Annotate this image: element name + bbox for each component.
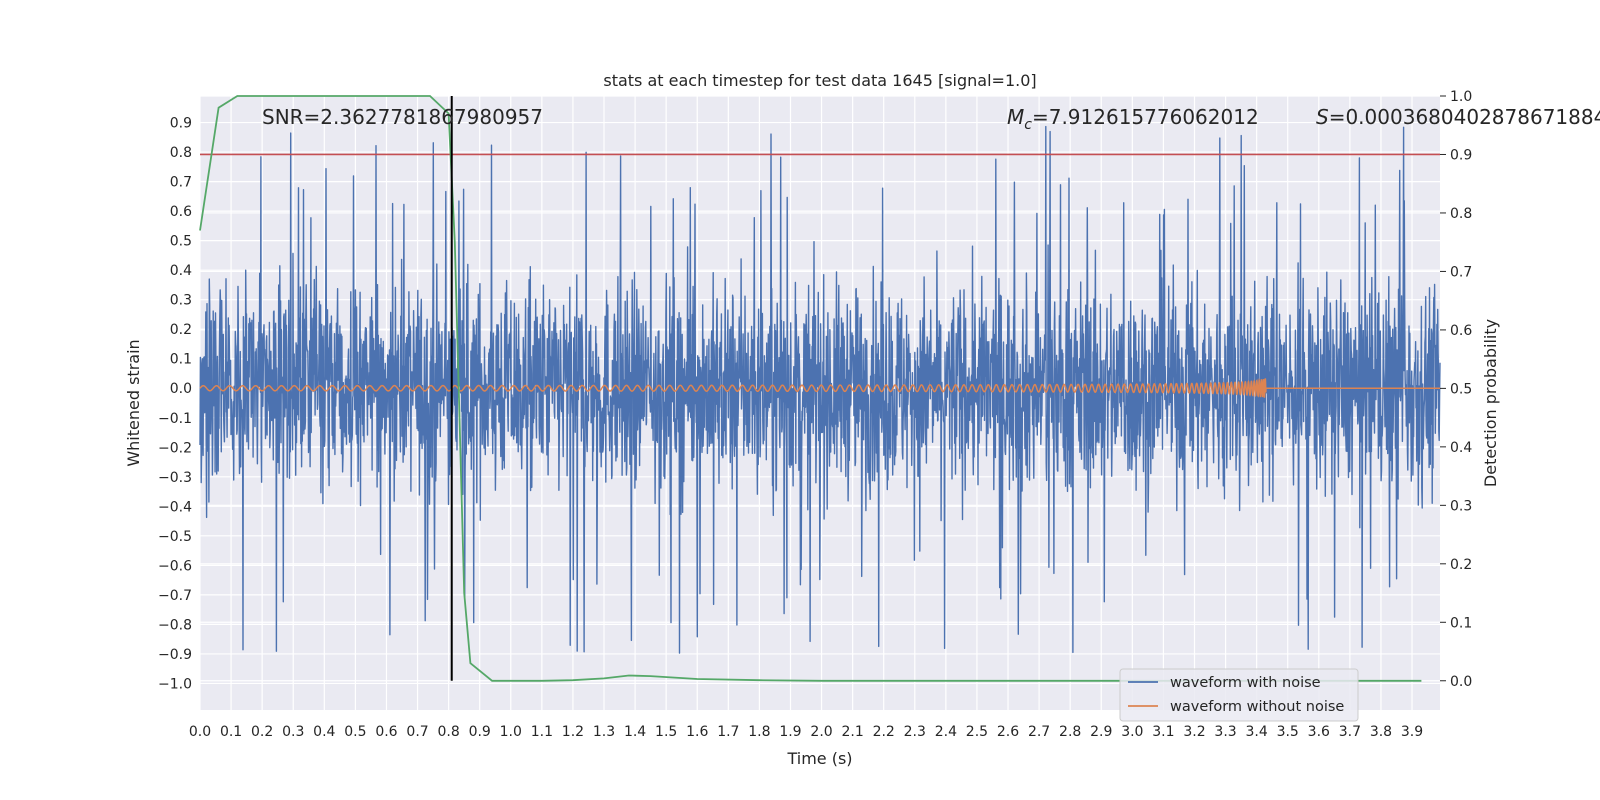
waveform-with-noise-line	[199, 125, 1441, 654]
legend: waveform with noise waveform without noi…	[1119, 668, 1359, 722]
s-symbol: S	[1316, 105, 1329, 129]
detection-probability-line	[199, 95, 1422, 682]
snr-annotation: SNR=2.3627781867980957	[262, 105, 543, 129]
x-tick-label: 3.6	[1308, 724, 1330, 740]
y-tick-label: −0.8	[158, 617, 192, 633]
mc-annotation: Mc=7.912615776062012	[1007, 105, 1259, 133]
x-tick-label: 2.2	[873, 724, 895, 740]
y-tick-label: 0.8	[170, 145, 192, 161]
s-annotation: S=0.00036804028786718845	[1316, 105, 1600, 129]
x-tick-label: 3.0	[1121, 724, 1143, 740]
y-tick-label: −0.7	[158, 588, 192, 604]
x-tick-label: 2.1	[841, 724, 863, 740]
y-tick-label: 0.3	[170, 293, 192, 309]
waveform-without-noise-line	[199, 378, 1440, 398]
x-tick-label: 2.4	[935, 724, 957, 740]
x-tick-label: 2.9	[1090, 724, 1112, 740]
x-tick-label: 1.3	[593, 724, 615, 740]
y-tick-label: −0.2	[158, 440, 192, 456]
x-tick-label: 3.1	[1152, 724, 1174, 740]
y2-tick-label: 0.9	[1450, 147, 1472, 163]
x-tick-label: 0.3	[282, 724, 304, 740]
x-tick-label: 0.1	[220, 724, 242, 740]
legend-label-clean: waveform without noise	[1170, 699, 1344, 715]
y2-axis-label: Detection probability	[1481, 319, 1500, 487]
y2-tick-label: 0.0	[1450, 674, 1472, 690]
y-tick-label: −0.6	[158, 558, 192, 574]
x-tick-label: 3.2	[1183, 724, 1205, 740]
y2-tick-label: 0.5	[1450, 381, 1472, 397]
x-tick-label: 1.0	[500, 724, 522, 740]
y-tick-label: −0.4	[158, 499, 192, 515]
y-tick-label: −0.5	[158, 529, 192, 545]
x-tick-label: 0.7	[406, 724, 428, 740]
y2-tick-label: 0.2	[1450, 557, 1472, 573]
x-tick-label: 3.8	[1370, 724, 1392, 740]
x-tick-label: 0.5	[344, 724, 366, 740]
x-tick-label: 1.9	[779, 724, 801, 740]
y-tick-label: 0.9	[170, 116, 192, 132]
x-tick-label: 3.5	[1277, 724, 1299, 740]
x-tick-label: 3.4	[1246, 724, 1268, 740]
y2-tick-label: 0.1	[1450, 615, 1472, 631]
x-tick-label: 0.6	[375, 724, 397, 740]
x-tick-label: 0.8	[437, 724, 459, 740]
x-tick-label: 1.5	[655, 724, 677, 740]
x-tick-label: 1.8	[748, 724, 770, 740]
x-tick-label: 0.9	[469, 724, 491, 740]
x-tick-label: 3.7	[1339, 724, 1361, 740]
overlay-layer	[199, 95, 1440, 682]
x-tick-label: 1.7	[717, 724, 739, 740]
tick-labels: 0.0 0.1 0.2 0.3 0.4 0.5 0.6 0.7 0.8 0.9 1.0 1.1 1.2 1…	[158, 89, 1472, 740]
x-tick-label: 2.0	[810, 724, 832, 740]
legend-label-noise: waveform with noise	[1170, 675, 1321, 691]
x-tick-label: 1.6	[686, 724, 708, 740]
x-tick-label: 2.5	[966, 724, 988, 740]
x-tick-label: 3.3	[1214, 724, 1236, 740]
x-tick-label: 3.9	[1401, 724, 1423, 740]
y-tick-label: 0.0	[170, 381, 192, 397]
x-tick-label: 0.4	[313, 724, 335, 740]
y-axis-label: Whitened strain	[124, 339, 143, 466]
s-value: =0.00036804028786718845	[1329, 105, 1600, 129]
y2-tick-label: 0.7	[1450, 264, 1472, 280]
x-tick-label: 0.2	[251, 724, 273, 740]
x-tick-label: 2.3	[904, 724, 926, 740]
y2-tick-label: 0.3	[1450, 498, 1472, 514]
mc-subscript: c	[1024, 117, 1032, 133]
y2-tick-label: 1.0	[1450, 89, 1472, 105]
y2-tick-label: 0.6	[1450, 323, 1472, 339]
x-tick-label: 1.2	[562, 724, 584, 740]
x-tick-label: 1.4	[624, 724, 646, 740]
y-tick-label: 0.1	[170, 352, 192, 368]
y-tick-label: −0.9	[158, 647, 192, 663]
y-tick-label: −0.1	[158, 411, 192, 427]
mc-value: =7.912615776062012	[1032, 105, 1259, 129]
x-axis-label: Time (s)	[786, 749, 852, 768]
y2-tick-label: 0.8	[1450, 206, 1472, 222]
legend-box	[1119, 668, 1359, 722]
x-tick-label: 1.1	[531, 724, 553, 740]
y-tick-label: 0.5	[170, 234, 192, 250]
y-tick-label: 0.4	[170, 263, 192, 279]
x-tick-label: 2.8	[1059, 724, 1081, 740]
x-tick-label: 2.6	[997, 724, 1019, 740]
noise-waveform-series	[199, 125, 1441, 654]
y-tick-label: 0.7	[170, 175, 192, 191]
mc-symbol: M	[1007, 105, 1024, 129]
chart-title: stats at each timestep for test data 164…	[603, 71, 1036, 90]
y-tick-label: −0.3	[158, 470, 192, 486]
y-tick-label: 0.2	[170, 322, 192, 338]
x-tick-label: 2.7	[1028, 724, 1050, 740]
y-tick-label: −1.0	[158, 676, 192, 692]
x-tick-label: 0.0	[189, 724, 211, 740]
y2-tick-label: 0.4	[1450, 440, 1472, 456]
y-tick-label: 0.6	[170, 204, 192, 220]
